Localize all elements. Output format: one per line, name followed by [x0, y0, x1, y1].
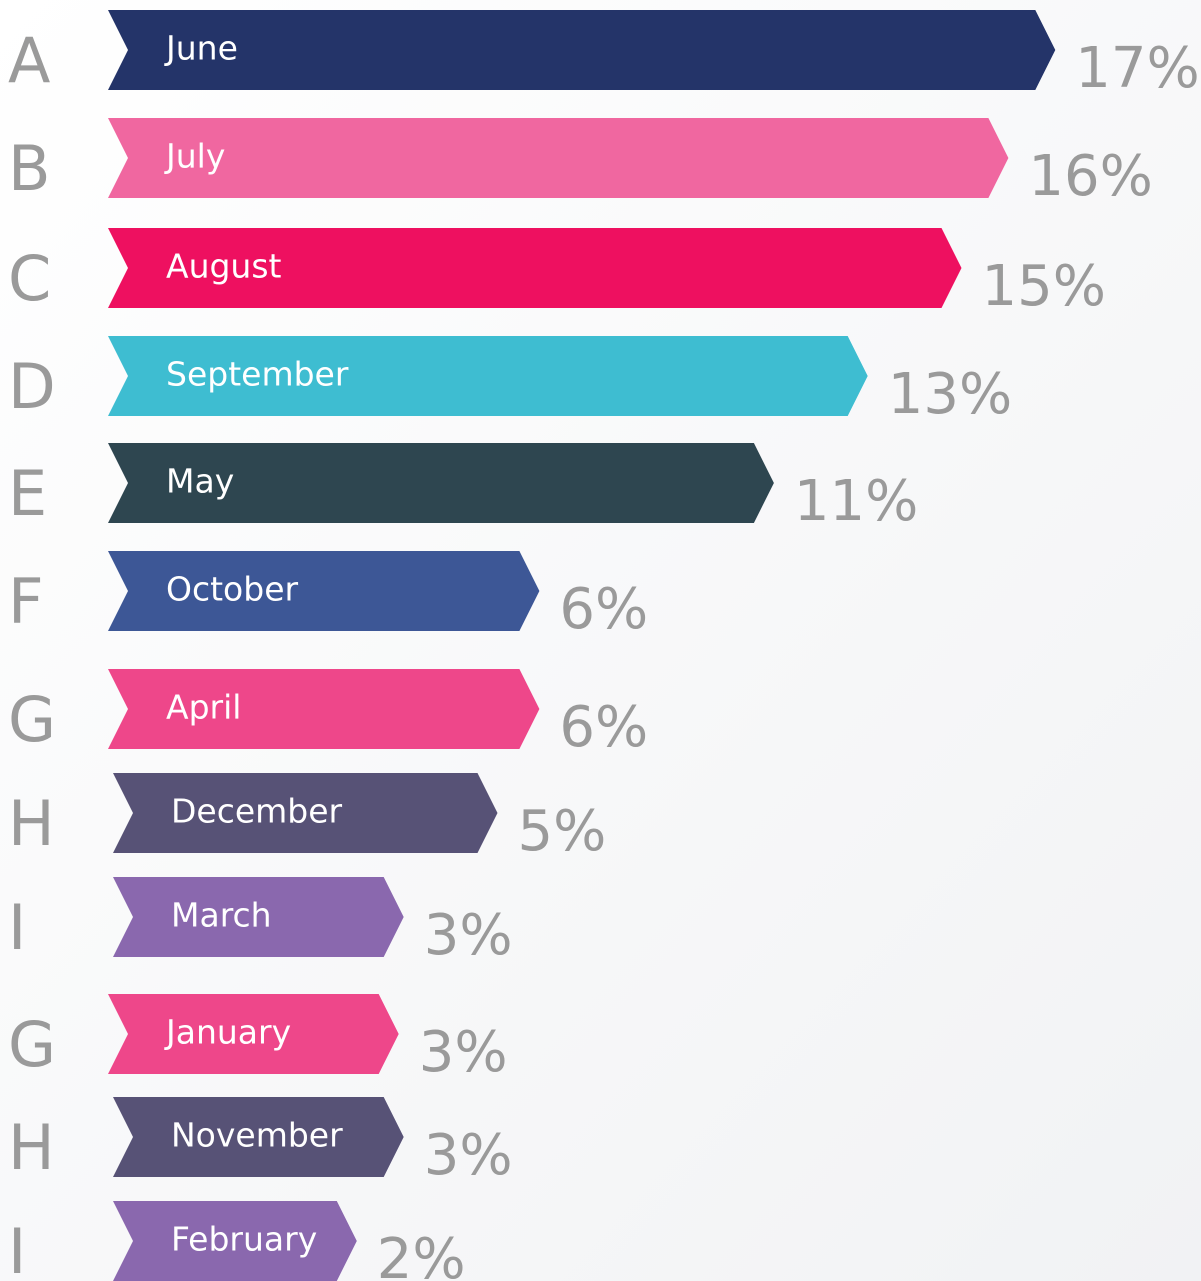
- row-letter: G: [8, 1008, 56, 1081]
- category-label: June: [164, 29, 238, 68]
- category-label: May: [166, 462, 234, 501]
- value-label: 3%: [424, 1123, 513, 1188]
- bar: [113, 1097, 404, 1177]
- category-label: October: [166, 570, 298, 609]
- row-letter: F: [8, 565, 44, 638]
- value-label: 17%: [1075, 36, 1199, 101]
- row-letter: I: [8, 1215, 26, 1281]
- value-label: 11%: [794, 469, 918, 534]
- row-letter: E: [8, 457, 47, 530]
- bar: [108, 228, 962, 308]
- bar: [108, 994, 399, 1074]
- bar: [108, 551, 540, 631]
- category-label: November: [171, 1116, 343, 1155]
- category-label: March: [171, 896, 272, 935]
- value-label: 13%: [888, 362, 1012, 427]
- value-label: 15%: [982, 254, 1106, 319]
- row-letter: H: [8, 1111, 55, 1184]
- value-label: 6%: [559, 577, 648, 642]
- row-letter: A: [8, 24, 50, 97]
- value-label: 3%: [419, 1020, 508, 1085]
- bar: [113, 773, 498, 853]
- category-label: December: [171, 792, 343, 831]
- value-label: 16%: [1028, 144, 1152, 209]
- bar: [108, 118, 1009, 198]
- value-label: 5%: [518, 799, 607, 864]
- bar: [108, 443, 774, 523]
- category-label: August: [166, 247, 282, 286]
- value-label: 2%: [377, 1227, 466, 1281]
- category-label: July: [164, 137, 225, 176]
- bar: [113, 1201, 357, 1281]
- category-label: January: [164, 1013, 291, 1052]
- row-letter: D: [8, 350, 56, 423]
- bar: [108, 10, 1056, 90]
- value-label: 3%: [424, 903, 513, 968]
- row-letter: B: [8, 132, 51, 205]
- bar: [113, 877, 404, 957]
- row-letter: G: [8, 683, 56, 756]
- bar: [108, 336, 868, 416]
- category-label: February: [171, 1220, 317, 1259]
- value-label: 6%: [559, 695, 648, 760]
- row-letter: H: [8, 787, 55, 860]
- category-label: September: [166, 355, 349, 394]
- row-letter: I: [8, 891, 26, 964]
- category-label: April: [166, 688, 241, 727]
- row-letter: C: [8, 242, 51, 315]
- bar: [108, 669, 540, 749]
